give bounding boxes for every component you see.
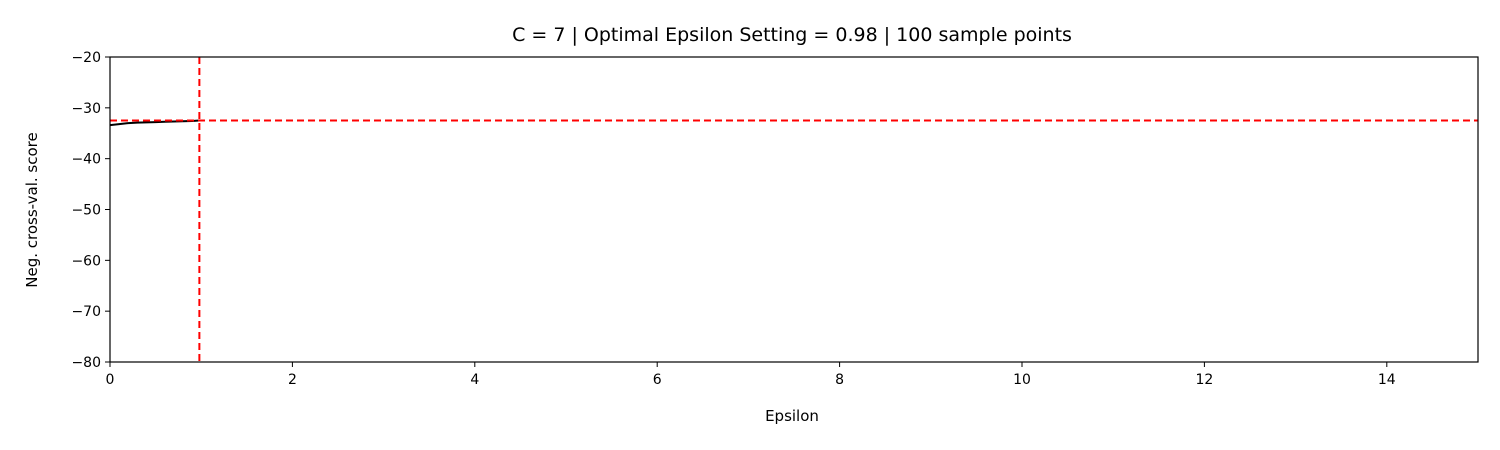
x-tick-label: 6	[653, 372, 662, 388]
x-tick-label: 12	[1195, 372, 1213, 388]
x-tick-label: 14	[1378, 372, 1396, 388]
series-line-0	[110, 119, 200, 127]
plot-frame	[109, 56, 1479, 363]
y-tick-label: −20	[71, 50, 101, 66]
y-tick-label: −60	[71, 253, 101, 269]
x-tick-label: 10	[1013, 372, 1031, 388]
y-axis-title: Neg. cross-val. score	[23, 132, 41, 288]
y-tick-label: −40	[71, 152, 101, 168]
plot-area: 0 2 4 6 8 10 12 14 −80 −70 −60 −50 −40 −30 −20	[71, 50, 1479, 388]
x-tick-label: 8	[835, 372, 844, 388]
x-axis-title: Epsilon	[765, 407, 819, 425]
x-tick-label: 2	[288, 372, 297, 388]
y-tick-label: −30	[71, 101, 101, 117]
y-tick-label: −80	[71, 355, 101, 371]
chart-title: C = 7 | Optimal Epsilon Setting = 0.98 |…	[512, 24, 1072, 46]
x-tick-label: 0	[106, 372, 115, 388]
y-tick-label: −70	[71, 304, 101, 320]
x-tick-label: 4	[470, 372, 479, 388]
y-tick-label: −50	[71, 203, 101, 219]
